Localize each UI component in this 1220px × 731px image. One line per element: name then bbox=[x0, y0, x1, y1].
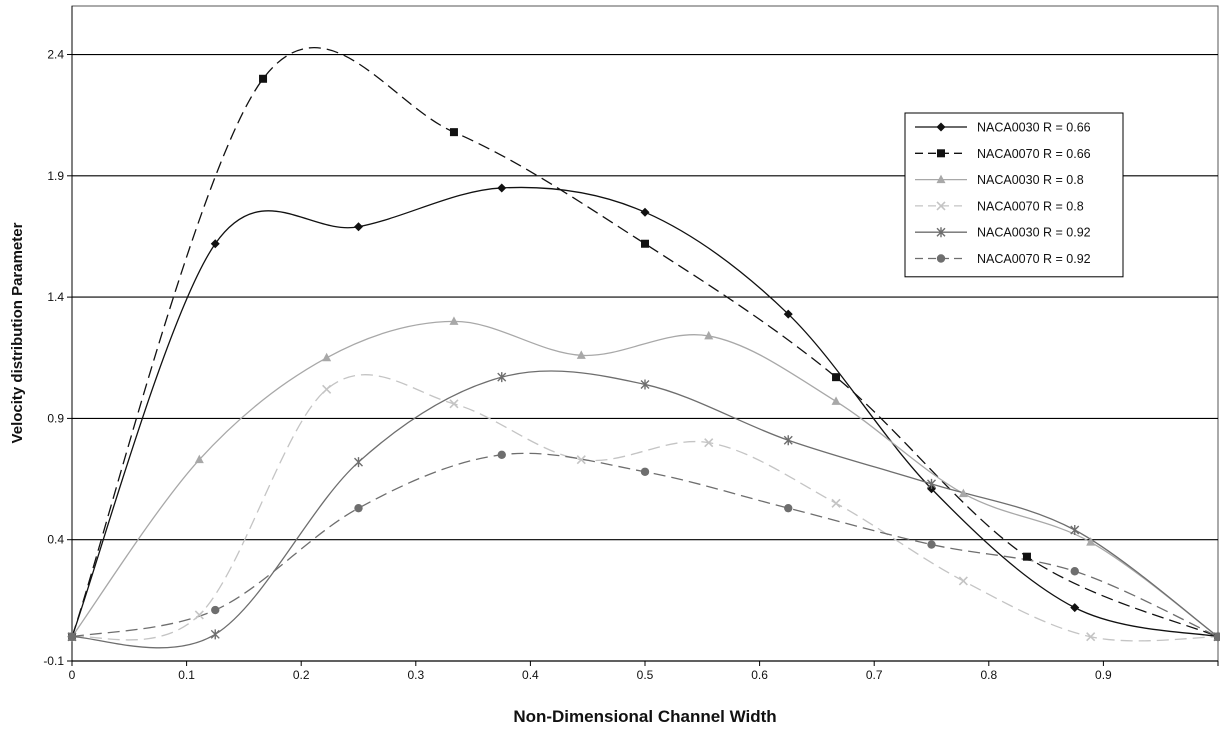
x-axis-title: Non-Dimensional Channel Width bbox=[513, 707, 776, 726]
legend-marker-5 bbox=[936, 227, 946, 238]
data-point-series-1 bbox=[497, 183, 507, 193]
series-line-5 bbox=[71, 370, 1219, 649]
data-point-series-3 bbox=[576, 350, 586, 359]
data-point-series-6 bbox=[354, 503, 363, 513]
y-tick-label: 1.4 bbox=[47, 290, 64, 304]
data-point-series-2 bbox=[259, 74, 268, 83]
data-point-series-4 bbox=[449, 399, 459, 409]
data-point-series-4 bbox=[194, 610, 204, 620]
data-point-series-3 bbox=[958, 488, 968, 498]
data-point-series-3 bbox=[1086, 537, 1096, 546]
legend-label-6: NACA0070 R = 0.92 bbox=[977, 252, 1091, 266]
legend-marker-1 bbox=[936, 122, 946, 132]
x-tick-label: 0.6 bbox=[751, 668, 768, 682]
data-point-series-2 bbox=[1022, 552, 1031, 561]
y-tick-label: 1.9 bbox=[47, 169, 64, 183]
data-point-series-5 bbox=[354, 457, 363, 468]
data-point-series-4 bbox=[322, 384, 332, 394]
data-point-series-6 bbox=[211, 605, 220, 615]
data-point-series-1 bbox=[640, 207, 650, 217]
data-point-series-1 bbox=[1070, 603, 1080, 613]
data-point-series-3 bbox=[322, 352, 332, 362]
data-point-series-1 bbox=[354, 222, 363, 232]
data-point-series-5 bbox=[640, 379, 650, 390]
legend-label-2: NACA0070 R = 0.66 bbox=[977, 147, 1091, 161]
data-point-series-1 bbox=[210, 239, 220, 249]
data-point-series-6 bbox=[927, 540, 936, 549]
y-tick-label: 0.9 bbox=[47, 411, 64, 425]
axes bbox=[67, 6, 1219, 666]
series-line-2 bbox=[71, 47, 1219, 638]
data-point-series-2 bbox=[449, 128, 458, 137]
data-point-series-6 bbox=[784, 503, 793, 513]
data-point-series-3 bbox=[831, 396, 841, 405]
y-tick-label: 0.4 bbox=[47, 533, 64, 547]
x-tick-label: 0.9 bbox=[1095, 668, 1112, 682]
legend-box bbox=[904, 112, 1124, 278]
plot-area bbox=[71, 5, 1219, 662]
legend-label-1: NACA0030 R = 0.66 bbox=[977, 121, 1091, 135]
data-point-series-3 bbox=[194, 454, 204, 464]
data-point-series-6 bbox=[640, 467, 650, 476]
series-markers bbox=[67, 74, 1220, 642]
data-point-series-6 bbox=[1213, 632, 1220, 641]
y-tick-label: 2.4 bbox=[47, 48, 64, 62]
data-point-series-4 bbox=[831, 498, 841, 508]
data-point-series-5 bbox=[497, 372, 507, 383]
tick-labels: -0.1 0.4 0.9 1.4 1.9 2.4 0 0.1 0.2 0.3 0.4 0.5 0.6 0.… bbox=[43, 48, 1112, 682]
x-tick-label: 0.3 bbox=[407, 668, 424, 682]
data-point-series-4 bbox=[704, 438, 714, 448]
x-tick-label: 0.2 bbox=[293, 668, 310, 682]
legend-label-5: NACA0030 R = 0.92 bbox=[977, 226, 1091, 240]
data-point-series-4 bbox=[1086, 632, 1096, 642]
legend-marker-2 bbox=[937, 149, 945, 158]
x-tick-label: 0.8 bbox=[980, 668, 997, 682]
data-point-series-1 bbox=[783, 309, 793, 319]
x-tick-label: 0.1 bbox=[178, 668, 195, 682]
legend-marker-6 bbox=[936, 254, 946, 263]
data-point-series-3 bbox=[449, 316, 459, 325]
x-tick-label: 0.5 bbox=[637, 668, 654, 682]
data-point-series-2 bbox=[641, 239, 649, 248]
data-point-series-5 bbox=[210, 629, 220, 640]
data-point-series-4 bbox=[958, 576, 968, 586]
x-tick-label: 0.7 bbox=[866, 668, 883, 682]
legend-marker-3 bbox=[936, 174, 946, 184]
y-axis-title: Velocity distribution Parameter bbox=[9, 222, 26, 443]
x-tick-label: 0 bbox=[69, 668, 76, 682]
data-point-series-5 bbox=[1070, 525, 1080, 535]
data-point-series-6 bbox=[67, 632, 77, 641]
legend-label-4: NACA0070 R = 0.8 bbox=[977, 199, 1084, 213]
series-line-3 bbox=[71, 320, 1219, 638]
data-point-series-5 bbox=[927, 478, 936, 489]
x-tick-label: 0.4 bbox=[522, 668, 539, 682]
data-point-series-6 bbox=[497, 450, 506, 459]
series-line-4 bbox=[71, 374, 1219, 642]
legend-label-3: NACA0030 R = 0.8 bbox=[977, 173, 1084, 187]
data-point-series-3 bbox=[704, 330, 714, 340]
data-point-series-2 bbox=[832, 373, 841, 382]
data-point-series-5 bbox=[783, 435, 793, 446]
legend: NACA0030 R = 0.66 NACA0070 R = 0.66 NACA00… bbox=[904, 112, 1124, 278]
y-tick-label: -0.1 bbox=[43, 654, 64, 668]
data-point-series-4 bbox=[576, 455, 586, 465]
data-point-series-6 bbox=[1070, 567, 1079, 576]
legend-marker-4 bbox=[936, 201, 946, 211]
